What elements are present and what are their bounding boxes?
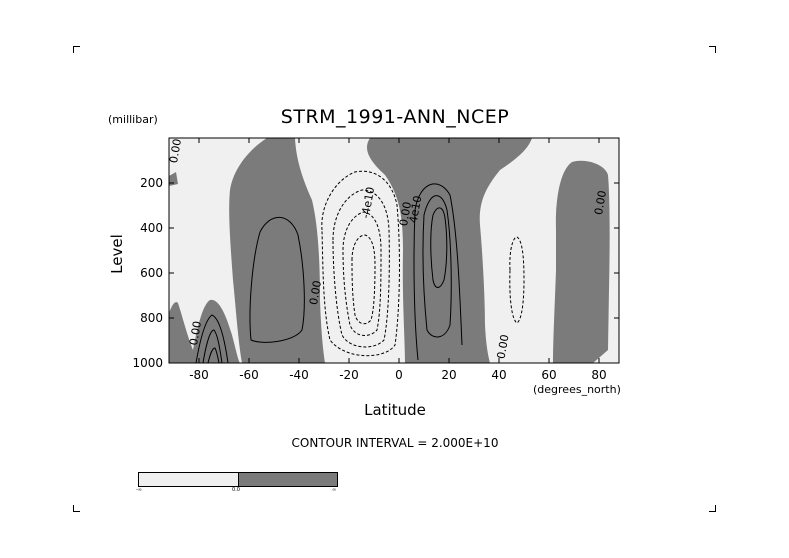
colorbar-labels: -∞ 0.0 ∞ (136, 487, 340, 495)
x-tick-label: -60 (239, 368, 259, 382)
x-tick-label: 80 (591, 368, 606, 382)
corner-mark-bottom-left (73, 505, 80, 512)
contour-lines (195, 183, 463, 364)
corner-mark-top-right (709, 46, 716, 53)
colorbar (138, 472, 338, 487)
contour-line (342, 211, 382, 336)
y-tick-label: 800 (140, 311, 163, 325)
contour-line (195, 314, 229, 364)
contour-line (430, 207, 448, 288)
colorbar-negative-segment (139, 473, 239, 486)
corner-mark-top-left (73, 46, 80, 53)
x-tick-label: 60 (541, 368, 556, 382)
colorbar-label-max: ∞ (332, 487, 337, 493)
chart-title: STRM_1991-ANN_NCEP (280, 106, 510, 128)
contour-line (207, 347, 220, 364)
contour-line (422, 195, 452, 338)
y-tick-label: 200 (140, 176, 163, 190)
contour-line (202, 329, 223, 364)
y-axis-units: (millibar) (108, 113, 158, 126)
positive-region-central (366, 138, 532, 363)
contour-label: 0.00 (495, 333, 512, 359)
x-tick-label: -80 (189, 368, 209, 382)
colorbar-label-min: -∞ (136, 487, 142, 493)
contour-interval-text: CONTOUR INTERVAL = 2.000E+10 (291, 436, 499, 450)
y-tick-label: 400 (140, 221, 163, 235)
contour-label: 0.00 (592, 189, 609, 215)
negative-contours (321, 170, 525, 357)
contour-line (332, 189, 390, 348)
contour-line (509, 236, 525, 324)
contour-line (321, 170, 400, 357)
positive-regions (169, 138, 610, 363)
positive-region-west (229, 138, 325, 363)
x-tick-label: 20 (441, 368, 456, 382)
x-tick-label: -40 (289, 368, 309, 382)
x-tick-label: -20 (339, 368, 359, 382)
contour-label: -4e10 (359, 186, 377, 220)
x-axis-label: Latitude (364, 401, 426, 419)
x-axis-units: (degrees_north) (533, 383, 621, 396)
positive-region-south (169, 299, 240, 363)
contour-label: 4e10 (407, 195, 425, 225)
contour-label: 0.00 (397, 201, 414, 227)
contour-line (413, 183, 463, 361)
colorbar-label-zero: 0.0 (232, 487, 240, 493)
x-tick-label: 40 (491, 368, 506, 382)
contour-label: 0.00 (307, 279, 324, 305)
y-axis: 200 400 600 800 1000 (132, 176, 619, 370)
y-tick-label: 1000 (132, 356, 163, 370)
x-tick-label: 0 (395, 368, 403, 382)
corner-mark-bottom-right (709, 505, 716, 512)
positive-region-east (553, 160, 610, 363)
x-axis: -80 -60 -40 -20 0 20 40 60 80 (189, 138, 607, 382)
colorbar-positive-segment (238, 473, 337, 486)
plot-frame (168, 137, 620, 364)
y-tick-label: 600 (140, 266, 163, 280)
contour-line (351, 234, 376, 325)
contour-label: 0.00 (167, 138, 184, 164)
contour-line (249, 216, 305, 343)
contour-label: 0.00 (187, 320, 204, 346)
